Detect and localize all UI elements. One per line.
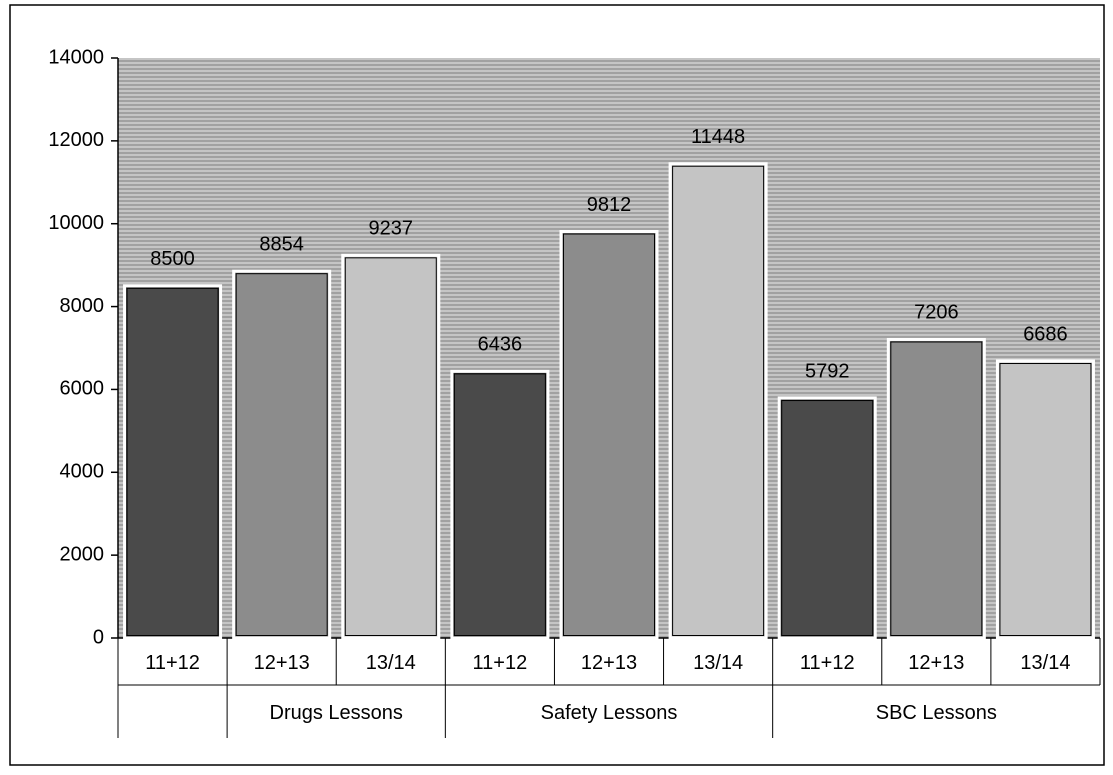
x-tick-label: 13/14 [1020, 652, 1070, 674]
outer-border [9, 4, 1105, 766]
y-tick-label: 14000 [48, 46, 104, 68]
data-label: 9812 [587, 194, 632, 216]
data-label: 11448 [691, 126, 745, 148]
group-label: SBC Lessons [876, 702, 997, 724]
bar [232, 269, 332, 640]
bar-outline [126, 287, 219, 636]
bar [450, 369, 550, 640]
y-tick-label: 6000 [60, 378, 105, 400]
bar [886, 337, 986, 640]
x-tick-label: 12+13 [908, 652, 964, 674]
y-tick-label: 10000 [48, 212, 104, 234]
bar [341, 253, 441, 640]
group-label: Drugs Lessons [270, 702, 403, 724]
bar-outline [562, 233, 656, 636]
bar-outline [344, 257, 437, 636]
x-tick-label: 12+13 [581, 652, 637, 674]
data-label: 6436 [478, 334, 523, 356]
x-tick-label: 11+12 [800, 652, 855, 674]
data-label: 5792 [805, 360, 850, 382]
x-tick-label: 11+12 [145, 652, 200, 674]
bar [559, 230, 659, 640]
x-tick-label: 11+12 [473, 652, 528, 674]
x-tick-label: 13/14 [693, 652, 743, 674]
bar-outline [890, 341, 983, 636]
x-tick-label: 13/14 [366, 652, 416, 674]
bar-outline [235, 273, 328, 636]
bar [668, 162, 768, 640]
bar [123, 284, 223, 640]
bar [777, 396, 877, 640]
bar-outline [672, 165, 765, 636]
y-tick-label: 4000 [60, 461, 105, 483]
data-label: 6686 [1023, 323, 1068, 345]
y-tick-label: 8000 [60, 295, 105, 317]
y-tick-label: 12000 [48, 129, 104, 151]
data-label: 7206 [914, 302, 959, 324]
data-label: 8500 [150, 248, 195, 270]
x-tick-label: 12+13 [254, 652, 310, 674]
bar [995, 359, 1095, 640]
data-label: 9237 [369, 218, 414, 240]
y-tick-label: 2000 [60, 543, 105, 565]
bar-outline [999, 363, 1092, 636]
bar-outline [781, 400, 874, 636]
data-label: 8854 [259, 233, 304, 255]
bar-outline [453, 373, 546, 636]
y-tick-label: 0 [93, 626, 104, 648]
group-label: Safety Lessons [541, 702, 678, 724]
